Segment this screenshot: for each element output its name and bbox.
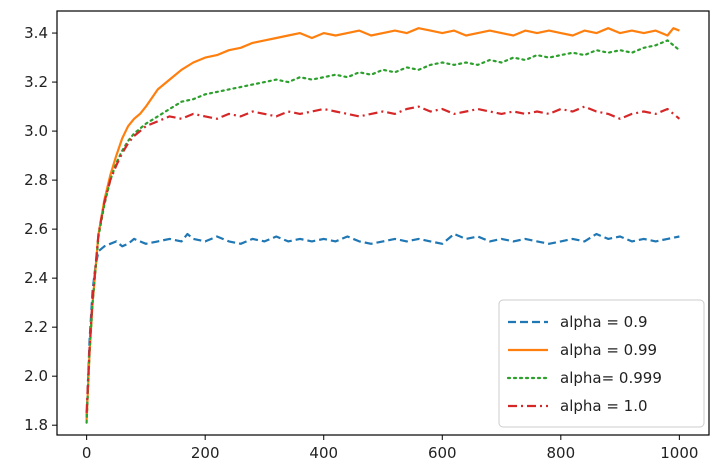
x-tick-label: 200 [191,444,220,462]
x-tick-label: 600 [428,444,457,462]
legend-label-1: alpha = 0.9 [560,313,648,331]
series-line-3 [85,39,681,424]
legend-label-4: alpha = 1.0 [560,397,648,415]
legend-label-2: alpha = 0.99 [560,341,657,359]
legend-label-3: alpha= 0.999 [560,369,662,387]
x-tick-label: 0 [82,444,92,462]
series-layer [85,27,681,424]
legend: alpha = 0.9 alpha = 0.99 alpha= 0.999 alpha… [498,299,705,428]
series-line-1 [85,232,680,418]
plot-area-frame [56,10,710,436]
y-tick-label: 2.4 [24,269,48,287]
x-tick-label: 1000 [660,444,698,462]
y-tick-label: 1.8 [24,416,48,434]
x-tick-label: 800 [546,444,575,462]
y-tick-label: 2.2 [24,318,48,336]
y-tick-label: 2.6 [24,220,48,238]
y-tick-label: 2.8 [24,171,48,189]
y-tick-label: 2.0 [24,367,48,385]
y-axis: 1.8 2.0 2.2 2.4 2.6 2.8 3.0 3.2 3.4 [24,24,57,434]
x-tick-label: 400 [309,444,338,462]
x-axis: 0 200 400 600 800 1000 [82,435,698,462]
series-line-4 [85,105,681,413]
y-tick-label: 3.4 [24,24,48,42]
y-tick-label: 3.2 [24,73,48,91]
legend-box [498,299,705,428]
series-line-2 [85,27,680,421]
y-tick-label: 3.0 [24,122,48,140]
